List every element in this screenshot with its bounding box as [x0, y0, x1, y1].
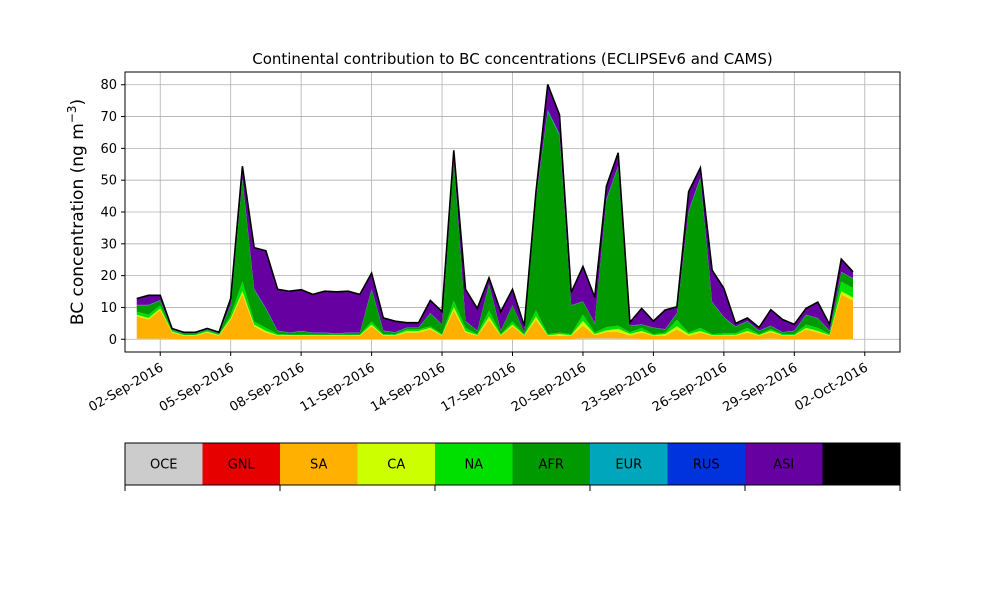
- legend-swatch-oce: [125, 443, 203, 485]
- legend-swatch-afr: [512, 443, 590, 485]
- legend-frame: [124, 442, 901, 486]
- y-tick-label: 40: [100, 206, 117, 221]
- y-axis-label-sup: −3: [65, 105, 79, 123]
- legend-swatch-na: [435, 443, 513, 485]
- legend-swatch-asi: [745, 443, 823, 485]
- y-tick-label: 70: [100, 110, 117, 125]
- y-tick-label: 20: [100, 269, 117, 284]
- stacked-areas: [136, 84, 854, 340]
- area-sa: [136, 294, 854, 339]
- x-tick-label: 20-Sep-2016: [509, 360, 589, 415]
- legend-label-sa: SA: [310, 458, 327, 473]
- x-tick-label: 26-Sep-2016: [650, 360, 730, 415]
- x-tick-label: 08-Sep-2016: [227, 360, 307, 415]
- legend-label-rus: RUS: [693, 458, 720, 473]
- legend-swatch-aus: [822, 443, 900, 485]
- area-oce: [136, 338, 854, 340]
- x-tick-label: 14-Sep-2016: [368, 360, 448, 415]
- y-axis-label-main: BC concentration (ng m: [68, 123, 88, 325]
- legend-label-ca: CA: [387, 458, 405, 473]
- legend-label-gnl: GNL: [228, 458, 256, 473]
- x-tick-label: 23-Sep-2016: [580, 360, 660, 415]
- y-tick-label: 10: [100, 301, 117, 316]
- legend-label-na: NA: [464, 458, 483, 473]
- y-tick-label: 30: [100, 237, 117, 252]
- area-na: [136, 281, 854, 336]
- legend-swatch-ca: [357, 443, 435, 485]
- x-tick-label: 29-Sep-2016: [720, 360, 800, 415]
- legend-colorbar: OCE GNL SA CA NA AFR EUR RUS ASI AUS: [124, 442, 901, 491]
- x-tick-label: 05-Sep-2016: [157, 360, 237, 415]
- y-tick-label: 0: [109, 333, 117, 348]
- y-tick-label: 50: [100, 174, 117, 189]
- y-tick-label: 60: [100, 142, 117, 157]
- axis-ticks: 0102030405060708002-Sep-201605-Sep-20160…: [86, 78, 870, 415]
- legend-swatch-sa: [280, 443, 358, 485]
- area-ca: [136, 291, 854, 336]
- y-tick-label: 80: [100, 78, 117, 93]
- legend-label-oce: OCE: [150, 458, 178, 473]
- y-axis-label: BC concentration (ng m−3): [65, 99, 88, 325]
- x-tick-label: 17-Sep-2016: [439, 360, 519, 415]
- legend-swatch-rus: [667, 443, 745, 485]
- legend-label-asi: ASI: [773, 458, 794, 473]
- x-tick-label: 02-Oct-2016: [792, 360, 870, 414]
- x-tick-label: 02-Sep-2016: [86, 360, 166, 415]
- legend-label-afr: AFR: [539, 458, 564, 473]
- y-axis-label-close: ): [68, 99, 88, 106]
- total-line: [136, 84, 854, 334]
- total-outline: [136, 84, 854, 334]
- legend-label-eur: EUR: [615, 458, 642, 473]
- x-tick-label: 11-Sep-2016: [298, 360, 378, 415]
- legend-label-aus: AUS: [848, 458, 875, 473]
- legend-swatch-eur: [590, 443, 668, 485]
- legend-swatch-gnl: [202, 443, 280, 485]
- chart-title: Continental contribution to BC concentra…: [252, 50, 773, 68]
